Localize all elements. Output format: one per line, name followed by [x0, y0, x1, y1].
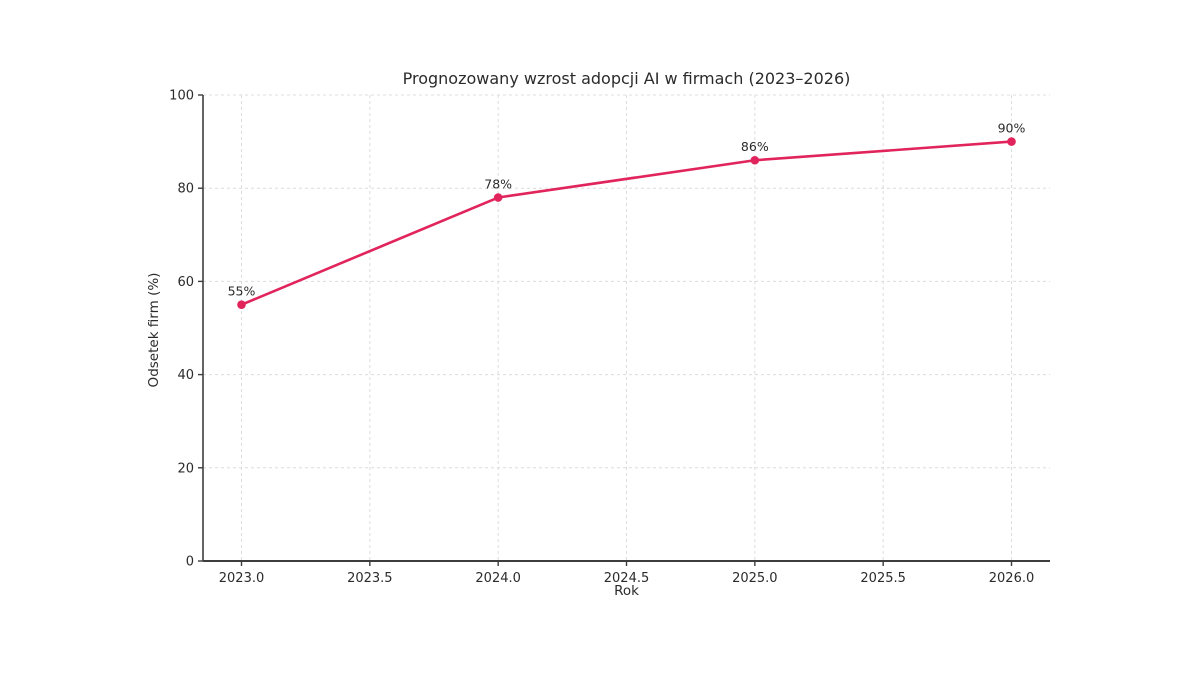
data-point-label: 55%	[228, 284, 256, 299]
x-tick-label: 2024.0	[475, 571, 521, 586]
data-point-label: 86%	[741, 139, 769, 154]
x-tick-label: 2023.0	[219, 571, 265, 586]
y-tick-label: 40	[177, 368, 194, 383]
data-point-label: 78%	[484, 177, 512, 192]
data-point	[237, 300, 246, 310]
chart-title: Prognozowany wzrost adopcji AI w firmach…	[402, 69, 851, 88]
data-line	[240, 140, 1013, 307]
x-tick-label: 2026.0	[989, 571, 1035, 586]
y-tick-label: 20	[177, 461, 194, 476]
y-tick-label: 100	[169, 89, 194, 104]
data-point	[750, 155, 760, 165]
x-tick-label: 2024.5	[604, 571, 650, 586]
y-tick-label: 80	[177, 182, 194, 197]
data-point	[493, 193, 503, 202]
x-tick-label: 2025.0	[732, 571, 778, 586]
x-tick-label: 2025.5	[860, 571, 906, 586]
x-axis-label: Rok	[614, 583, 639, 599]
x-tick-label: 2023.5	[347, 571, 393, 586]
y-tick-label: 60	[177, 275, 194, 290]
y-tick-label: 0	[186, 555, 194, 570]
data-point	[1007, 137, 1016, 146]
data-point-label: 90%	[998, 121, 1026, 136]
